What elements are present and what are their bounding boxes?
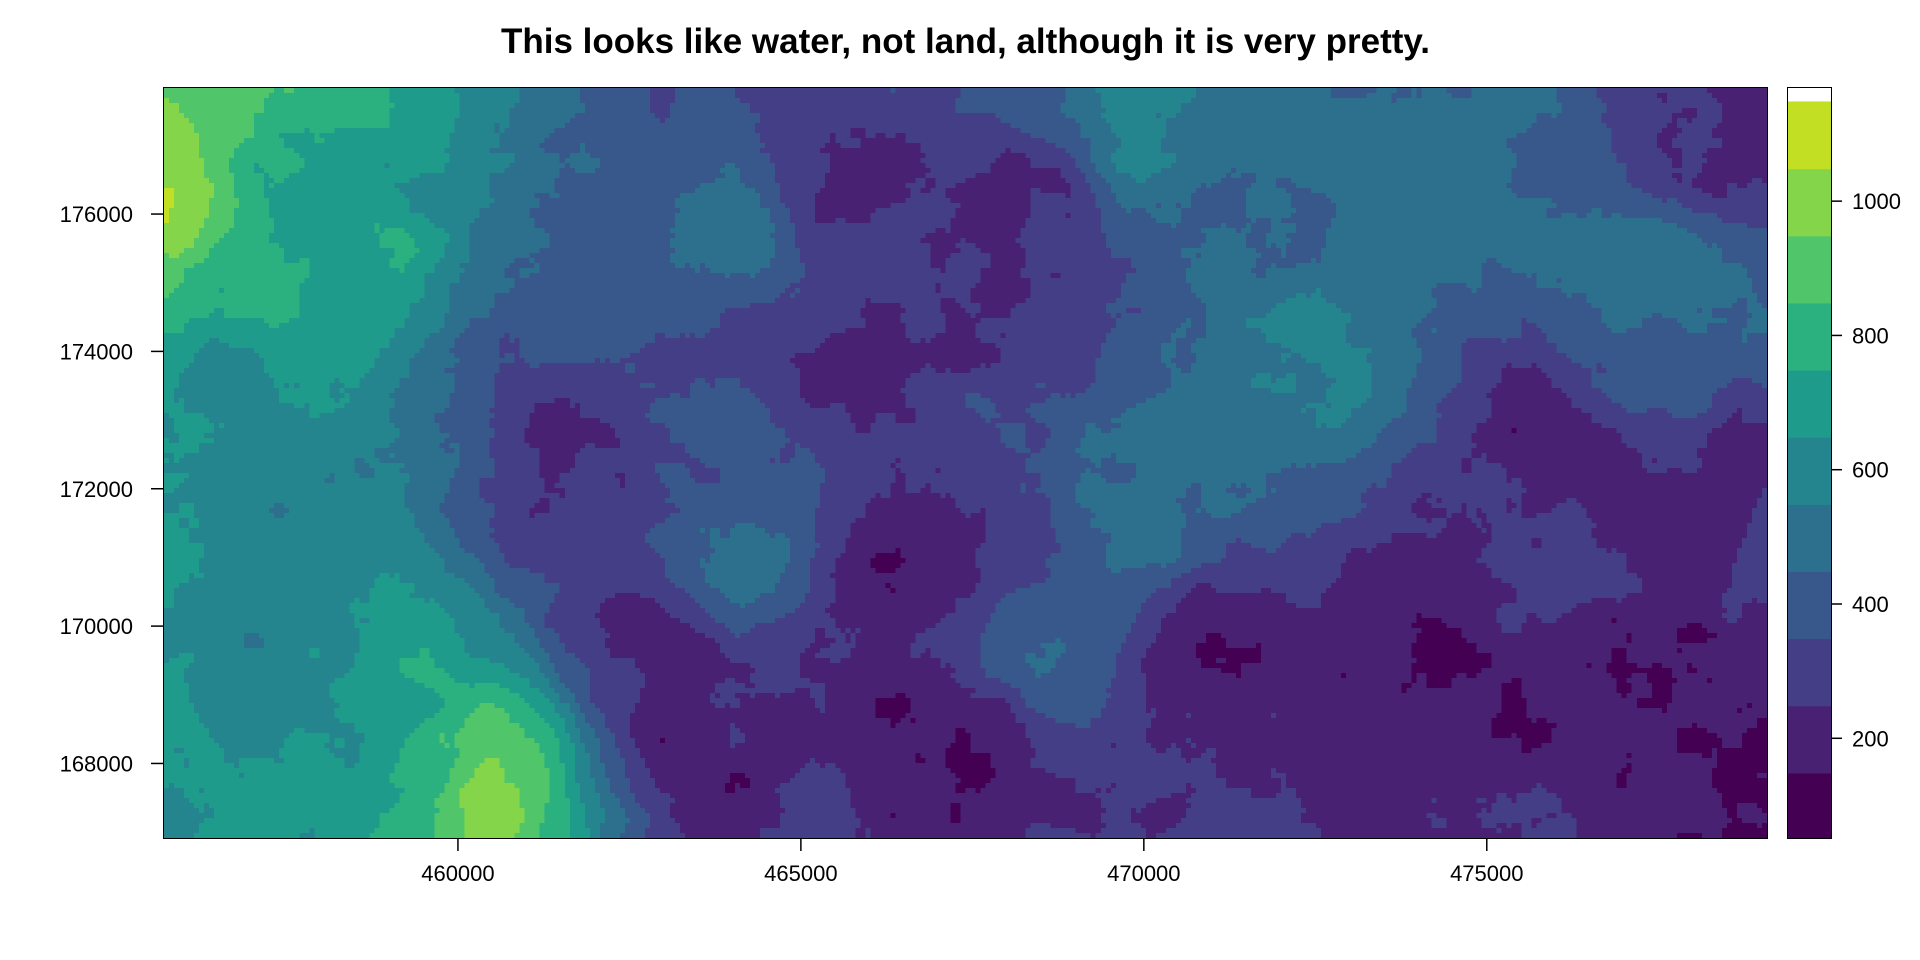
x-axis-tick-label: 465000: [764, 861, 837, 886]
legend-swatch: [1788, 302, 1831, 371]
legend-swatch: [1788, 772, 1831, 838]
legend-swatch: [1788, 638, 1831, 707]
legend-swatch: [1788, 101, 1831, 170]
legend-tick-label: 1000: [1852, 189, 1901, 214]
y-axis-tick-label: 172000: [60, 477, 133, 502]
color-legend-bar: [1787, 87, 1832, 839]
x-axis-tick-label: 475000: [1450, 861, 1523, 886]
legend-tick-label: 400: [1852, 592, 1889, 617]
legend-tick-label: 600: [1852, 458, 1889, 483]
legend-swatch: [1788, 370, 1831, 438]
chart-title: This looks like water, not land, althoug…: [501, 22, 1430, 61]
legend-swatch: [1788, 437, 1831, 505]
y-axis-tick-label: 174000: [60, 339, 133, 364]
legend-swatch: [1788, 504, 1831, 573]
y-axis-tick-label: 168000: [60, 751, 133, 776]
legend-tick-label: 200: [1852, 726, 1889, 751]
legend-swatch: [1788, 571, 1831, 640]
y-axis-tick-label: 176000: [60, 202, 133, 227]
elevation-raster-panel: [163, 87, 1768, 839]
legend-swatch: [1788, 168, 1831, 237]
elevation-raster: [164, 88, 1767, 838]
legend-swatches: [1788, 101, 1831, 838]
y-axis-tick-label: 170000: [60, 614, 133, 639]
legend-swatch: [1788, 705, 1831, 774]
legend-tick-label: 800: [1852, 323, 1889, 348]
x-axis-tick-label: 470000: [1107, 861, 1180, 886]
legend-swatch: [1788, 235, 1831, 304]
x-axis-tick-label: 460000: [421, 861, 494, 886]
